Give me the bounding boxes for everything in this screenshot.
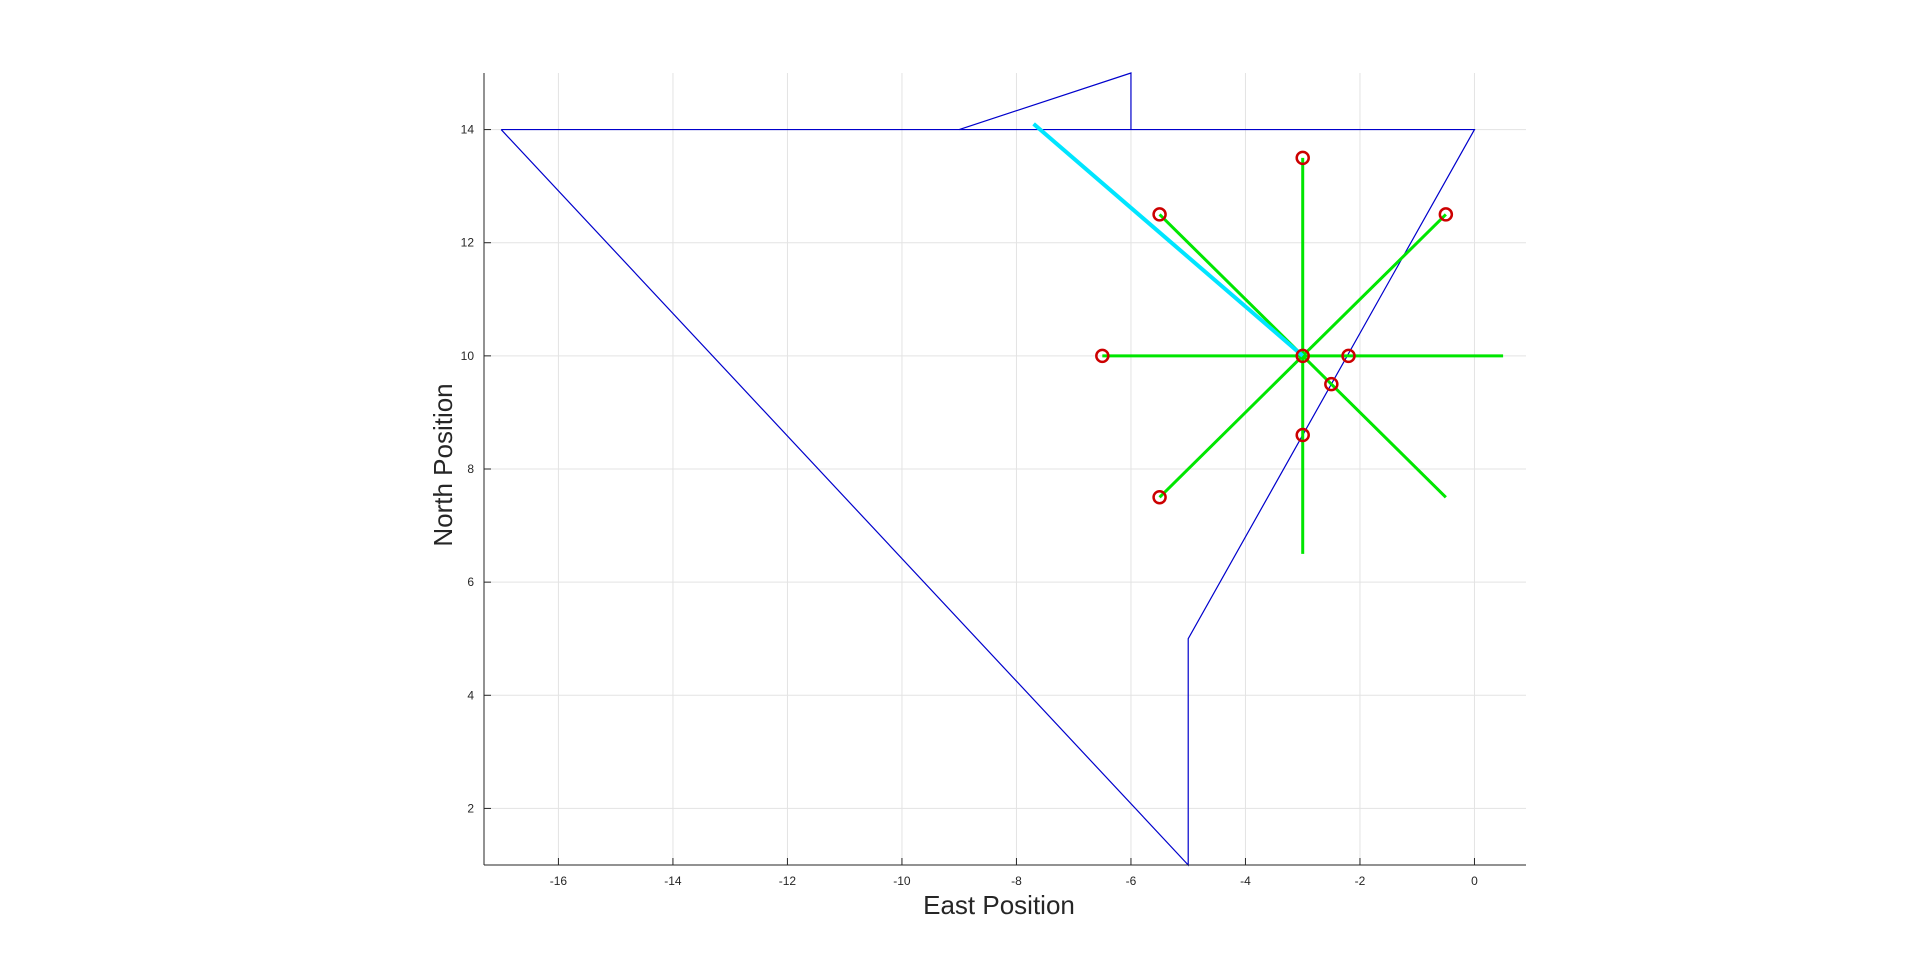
x-tick-label: -4: [1240, 874, 1251, 888]
x-tick-label: -12: [779, 874, 797, 888]
protrusion-line: [959, 72, 1132, 131]
boundary-line: [500, 128, 1476, 867]
grid-layer: [484, 73, 1526, 865]
x-tick-label: -14: [664, 874, 682, 888]
ray-line: [1158, 354, 1304, 499]
ray-line: [1301, 213, 1447, 357]
y-axis-title: North Position: [428, 383, 458, 546]
y-tick-label: 6: [467, 575, 474, 589]
y-tick-label: 2: [467, 801, 474, 815]
y-tick-label: 8: [467, 462, 474, 476]
marker-circle: [1295, 348, 1310, 364]
x-tick-label: -10: [893, 874, 911, 888]
marker-circle: [1295, 427, 1310, 443]
marker-circle: [1095, 348, 1110, 364]
ray-line: [1301, 354, 1447, 499]
marker-circle: [1341, 348, 1356, 364]
data-layer: [500, 72, 1504, 867]
x-tick-label: -6: [1126, 874, 1137, 888]
marker-circle: [1152, 490, 1167, 505]
heading-line: [1032, 122, 1305, 358]
marker-circle: [1324, 376, 1339, 392]
x-tick-label: -8: [1011, 874, 1022, 888]
ray-line: [1158, 213, 1304, 357]
x-axis-title: East Position: [923, 890, 1075, 920]
marker-circle: [1295, 150, 1310, 166]
axes-layer: -16 -14 -12 -10 -8 -6 -4 -2 0 2 4 6 8 10 12 14: [461, 73, 1526, 888]
marker-circle: [1152, 207, 1167, 222]
y-tick-label: 12: [461, 236, 475, 250]
y-tick-label: 10: [461, 349, 475, 363]
y-tick-label: 4: [467, 688, 474, 702]
marker-circle: [1438, 207, 1454, 222]
y-tick-label: 14: [461, 123, 475, 137]
x-tick-label: -2: [1355, 874, 1366, 888]
x-tick-label: -16: [550, 874, 568, 888]
x-tick-label: 0: [1471, 874, 1478, 888]
